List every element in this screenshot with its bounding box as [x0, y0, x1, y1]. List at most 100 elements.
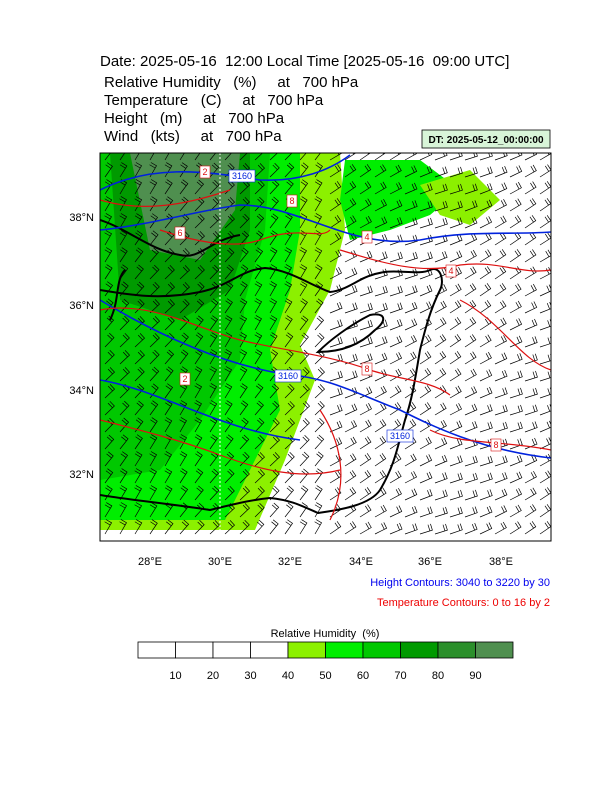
- wind-barb: [134, 468, 143, 484]
- wind-barb: [389, 385, 402, 399]
- wind-barb: [524, 164, 537, 178]
- wind-barb: [524, 153, 538, 161]
- wind-barb: [449, 438, 463, 450]
- wind-barb: [434, 402, 447, 416]
- wind-barb: [209, 214, 220, 229]
- wind-barb: [509, 471, 523, 484]
- wind-barb: [524, 198, 537, 212]
- wind-barb: [149, 417, 158, 433]
- wind-barb: [254, 469, 266, 484]
- wind-barb: [464, 489, 478, 501]
- wind-barb: [179, 485, 189, 501]
- colorbar: 10 20 30 40 50 60 70 80 90: [137, 641, 514, 682]
- wind-barb: [449, 233, 463, 246]
- wind-barb: [314, 434, 325, 450]
- wind-barb: [524, 470, 537, 484]
- wind-barb: [329, 487, 342, 501]
- wind-barb: [509, 335, 523, 348]
- wind-barb: [374, 453, 387, 467]
- wind-barb: [419, 489, 433, 501]
- wind-barb: [404, 153, 417, 161]
- wind-barb: [419, 523, 433, 535]
- wind-barb: [524, 421, 538, 433]
- wind-barb: [479, 505, 493, 518]
- dt-label: DT: 2025-05-12_00:00:00: [428, 135, 544, 146]
- wind-barb: [509, 232, 522, 246]
- wind-barb: [479, 404, 493, 416]
- lat-label: 36°N: [69, 300, 94, 312]
- map-labels: 38°N 36°N 34°N 32°N 28°E 30°E 32°E 34°E 36°E 38°E…: [69, 165, 513, 568]
- wind-barb: [344, 453, 357, 467]
- wind-barb: [224, 264, 234, 280]
- wind-barb: [494, 455, 508, 467]
- wind-barb: [299, 485, 309, 501]
- wind-barb: [419, 251, 433, 263]
- wind-barb: [254, 196, 265, 212]
- wind-barb: [149, 349, 160, 365]
- wind-barb: [179, 179, 189, 195]
- wind-barb: [224, 486, 235, 501]
- wind-barb: [224, 153, 232, 161]
- temperature-contour-label: 4: [364, 232, 369, 242]
- wind-barb: [494, 421, 508, 433]
- colorbar-cell: [362, 641, 401, 659]
- wind-barb: [359, 487, 372, 501]
- rh-fill: [130, 153, 240, 260]
- title: Date: 2025-05-16 12:00 Local Time [2025-…: [100, 53, 509, 70]
- wind-barb: [134, 162, 143, 178]
- wind-barb: [224, 162, 235, 178]
- wind-barb: [194, 485, 204, 501]
- wind-barb: [359, 215, 372, 229]
- wind-barb: [134, 316, 145, 331]
- wind-barb: [359, 419, 372, 433]
- wind-barb: [404, 351, 417, 365]
- wind-barb: [404, 471, 418, 484]
- wind-barb: [314, 196, 323, 212]
- wind-barb: [194, 366, 203, 382]
- wind-barb: [269, 315, 278, 331]
- wind-barb: [449, 153, 463, 161]
- wind-barb: [464, 351, 477, 365]
- wind-barb: [314, 315, 325, 331]
- wind-barb: [239, 315, 248, 331]
- wind-barb: [119, 162, 128, 178]
- wind-barb: [509, 300, 522, 314]
- wind-barb: [239, 197, 250, 212]
- wind-barb: [464, 506, 478, 518]
- wind-barb: [164, 366, 174, 382]
- wind-barb: [149, 230, 159, 246]
- wind-barb: [434, 300, 447, 314]
- wind-barb: [134, 281, 145, 297]
- wind-barb: [194, 153, 201, 161]
- wind-barb: [449, 250, 463, 263]
- wind-barb: [104, 213, 112, 229]
- wind-barb: [434, 454, 448, 467]
- wind-barb: [359, 403, 372, 416]
- wind-barb: [524, 370, 538, 382]
- wind-barb: [164, 485, 173, 501]
- wind-barb: [209, 468, 219, 484]
- wind-barb: [389, 302, 403, 314]
- wind-barb: [194, 519, 205, 535]
- wind-barb: [254, 213, 265, 229]
- wind-barb: [254, 383, 264, 399]
- wind-barb: [149, 153, 155, 161]
- wind-barb: [269, 400, 280, 416]
- wind-barb: [119, 502, 127, 518]
- wind-barb: [254, 281, 263, 297]
- wind-barb: [419, 200, 433, 212]
- wind-barb: [479, 522, 493, 535]
- wind-barb: [314, 179, 323, 195]
- wind-barb: [374, 504, 387, 518]
- wind-barb: [449, 472, 463, 484]
- wind-barb: [104, 434, 115, 450]
- wind-barb: [239, 153, 248, 161]
- wind-barb: [164, 400, 173, 416]
- wind-barb: [524, 318, 538, 331]
- wind-barb: [179, 349, 189, 365]
- label-box: [199, 165, 211, 179]
- wind-barb: [494, 215, 507, 229]
- wind-barb: [479, 386, 493, 399]
- wind-barb: [479, 455, 493, 467]
- wind-barb: [179, 434, 187, 450]
